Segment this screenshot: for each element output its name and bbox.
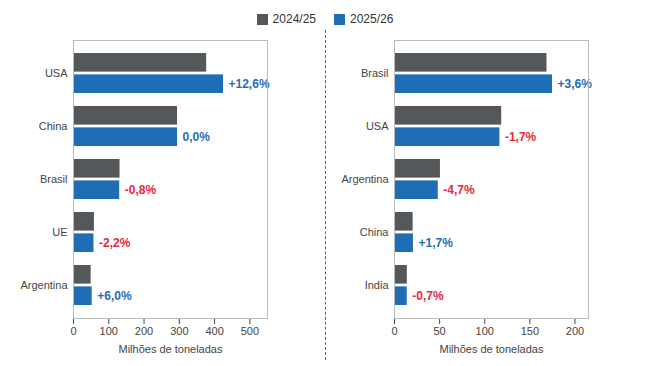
- svg-text:India: India: [364, 279, 389, 291]
- svg-text:0: 0: [391, 325, 397, 337]
- svg-text:Milhões de toneladas: Milhões de toneladas: [439, 343, 543, 355]
- svg-text:-0,7%: -0,7%: [412, 289, 444, 303]
- svg-text:+3,6%: +3,6%: [557, 77, 592, 91]
- svg-text:USA: USA: [44, 67, 67, 79]
- svg-text:+6,0%: +6,0%: [97, 289, 132, 303]
- svg-text:Argentina: Argentina: [341, 173, 389, 185]
- svg-text:400: 400: [205, 325, 223, 337]
- svg-text:+1,7%: +1,7%: [418, 236, 453, 250]
- svg-text:0,0%: 0,0%: [182, 130, 210, 144]
- svg-text:-1,7%: -1,7%: [504, 130, 536, 144]
- svg-text:UE: UE: [52, 226, 67, 238]
- svg-text:Brasil: Brasil: [39, 173, 67, 185]
- svg-text:Milhões de toneladas: Milhões de toneladas: [118, 343, 222, 355]
- svg-text:300: 300: [170, 325, 188, 337]
- svg-text:150: 150: [520, 325, 538, 337]
- svg-text:USA: USA: [365, 120, 388, 132]
- html-text:2025/26: 2025/26: [350, 12, 394, 26]
- svg-text:-0,8%: -0,8%: [124, 183, 156, 197]
- svg-text:+12,6%: +12,6%: [228, 77, 269, 91]
- svg-text:200: 200: [565, 325, 583, 337]
- svg-text:-2,2%: -2,2%: [98, 236, 130, 250]
- svg-text:Brasil: Brasil: [360, 67, 388, 79]
- svg-text:200: 200: [134, 325, 152, 337]
- svg-text:50: 50: [433, 325, 445, 337]
- svg-text:500: 500: [240, 325, 258, 337]
- svg-text:Argentina: Argentina: [20, 279, 68, 291]
- svg-text:100: 100: [475, 325, 493, 337]
- svg-text:China: China: [38, 120, 68, 132]
- svg-text:China: China: [359, 226, 389, 238]
- svg-text:100: 100: [99, 325, 117, 337]
- html-text:2024/25: 2024/25: [272, 12, 316, 26]
- svg-text:-4,7%: -4,7%: [443, 183, 475, 197]
- svg-text:0: 0: [70, 325, 76, 337]
